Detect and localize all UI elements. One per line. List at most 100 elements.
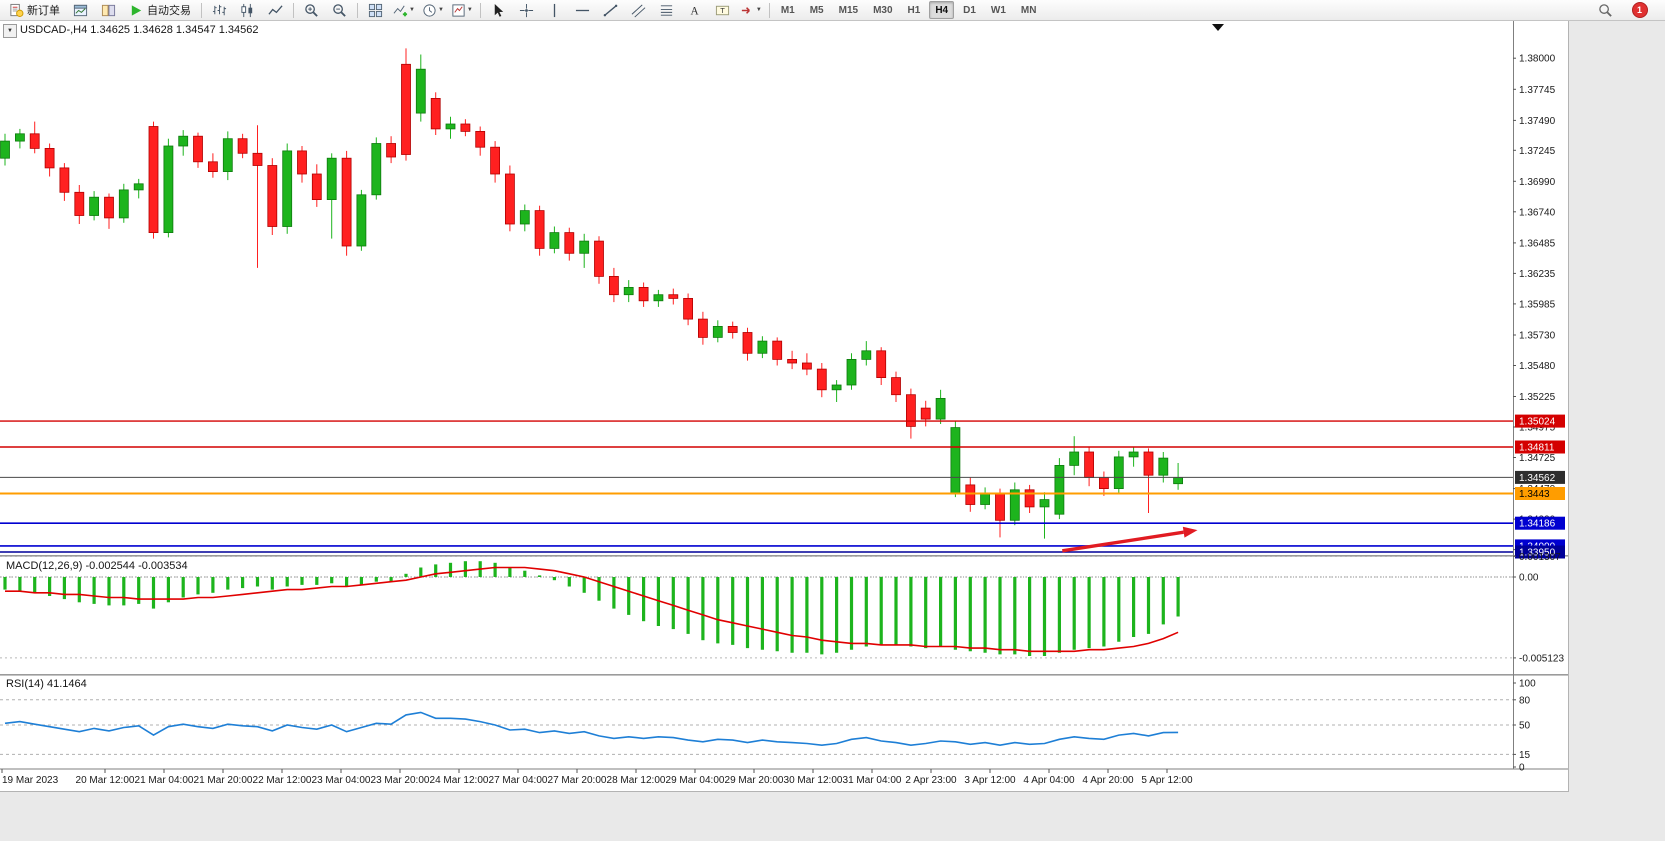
toolbar-separator bbox=[768, 2, 770, 18]
svg-text:1.35985: 1.35985 bbox=[1519, 299, 1556, 310]
indicators-button[interactable]: ▼ bbox=[390, 0, 418, 20]
svg-text:1.37245: 1.37245 bbox=[1519, 146, 1556, 157]
fibonacci-button[interactable] bbox=[653, 0, 680, 20]
panel-dividers[interactable] bbox=[0, 555, 1568, 676]
chevron-down-icon: ▼ bbox=[755, 7, 762, 13]
svg-text:28 Mar 12:00: 28 Mar 12:00 bbox=[607, 775, 666, 786]
line-chart-type-button[interactable] bbox=[262, 0, 289, 20]
svg-text:23 Mar 20:00: 23 Mar 20:00 bbox=[371, 775, 430, 786]
svg-text:T: T bbox=[720, 6, 725, 15]
autotrading-button[interactable]: 自动交易 bbox=[123, 0, 197, 20]
crosshair-button[interactable] bbox=[513, 0, 540, 20]
svg-text:1.34725: 1.34725 bbox=[1519, 453, 1556, 464]
timeframe-h4-button[interactable]: H4 bbox=[929, 1, 955, 19]
svg-text:1.35225: 1.35225 bbox=[1519, 392, 1556, 403]
time-marker-icon bbox=[1212, 24, 1224, 31]
svg-text:3 Apr 12:00: 3 Apr 12:00 bbox=[964, 775, 1016, 786]
toolbar-right-group: 1 bbox=[1592, 0, 1662, 20]
svg-text:1.33950: 1.33950 bbox=[1519, 548, 1556, 559]
chevron-down-icon: ▼ bbox=[409, 7, 415, 13]
svg-text:50: 50 bbox=[1519, 721, 1531, 732]
hlines-layer[interactable] bbox=[0, 420, 1513, 553]
templates-button[interactable]: ▼ bbox=[448, 0, 476, 20]
chevron-down-icon: ▼ bbox=[466, 7, 473, 13]
svg-text:15: 15 bbox=[1519, 750, 1531, 761]
zoom-in-button[interactable] bbox=[298, 0, 325, 20]
rsi-level-lines bbox=[0, 699, 1513, 755]
button-label: 自动交易 bbox=[147, 5, 191, 17]
fibo-icon bbox=[659, 3, 674, 18]
chart-canvas[interactable]: 1.38000 1.37745 1.37490 1.37245 1.36990 1.367… bbox=[0, 21, 1568, 791]
linechart-icon bbox=[268, 3, 283, 18]
svg-text:-0.005123: -0.005123 bbox=[1519, 653, 1564, 664]
new-order-button[interactable]: 新订单 bbox=[3, 0, 66, 20]
svg-text:1.35730: 1.35730 bbox=[1519, 331, 1556, 342]
svg-text:0.001307: 0.001307 bbox=[1519, 552, 1561, 563]
rsi-layer bbox=[4, 711, 1179, 747]
trendline-icon bbox=[603, 3, 618, 18]
chart-background bbox=[0, 21, 1568, 791]
bar-chart-type-button[interactable] bbox=[206, 0, 233, 20]
svg-text:1.36485: 1.36485 bbox=[1519, 238, 1556, 249]
cursor-button[interactable] bbox=[485, 0, 512, 20]
svg-text:29 Mar 20:00: 29 Mar 20:00 bbox=[725, 775, 784, 786]
svg-text:30 Mar 12:00: 30 Mar 12:00 bbox=[784, 775, 843, 786]
periods-button[interactable]: ▼ bbox=[419, 0, 447, 20]
candlestick-chart-type-button[interactable] bbox=[234, 0, 261, 20]
autotrading-icon bbox=[129, 3, 144, 18]
profiles-icon bbox=[101, 3, 116, 18]
svg-text:1.37745: 1.37745 bbox=[1519, 85, 1556, 96]
vline-icon bbox=[547, 3, 562, 18]
svg-text:21 Mar 20:00: 21 Mar 20:00 bbox=[194, 775, 253, 786]
zoom-out-icon bbox=[332, 3, 347, 18]
profiles-button[interactable] bbox=[95, 0, 122, 20]
timeframe-d1-button[interactable]: D1 bbox=[963, 4, 976, 16]
notification-badge[interactable]: 1 bbox=[1626, 0, 1653, 20]
price-axis[interactable]: 1.38000 1.37745 1.37490 1.37245 1.36990 1.367… bbox=[1513, 54, 1565, 774]
time-axis[interactable]: 19 Mar 2023 20 Mar 12:00 21 Mar 04:00 21 Ma… bbox=[1, 769, 1193, 786]
shapes-icon bbox=[740, 3, 755, 18]
timeframe-m5-button[interactable]: M5 bbox=[809, 4, 824, 16]
timeframe-h1-button[interactable]: H1 bbox=[907, 4, 921, 16]
toolbar-left-groups: 新订单 自动交易 ▼ ▼ ▼ A T ▼ M1 M5 M15 M30 H1 H4 D1 W1 MN bbox=[3, 0, 1043, 20]
clock-icon bbox=[422, 3, 437, 18]
zoom-out-button[interactable] bbox=[326, 0, 353, 20]
vertical-line-button[interactable] bbox=[541, 0, 568, 20]
timeframe-m1-button[interactable]: M1 bbox=[780, 4, 795, 16]
svg-text:1.34811: 1.34811 bbox=[1519, 443, 1555, 454]
candles-layer bbox=[0, 48, 1183, 539]
crosshair-icon bbox=[519, 3, 534, 18]
svg-text:1.36740: 1.36740 bbox=[1519, 207, 1556, 218]
equidistant-channel-button[interactable] bbox=[625, 0, 652, 20]
symbol-dropdown-icon[interactable]: ▼ bbox=[3, 24, 17, 38]
trendline-button[interactable] bbox=[597, 0, 624, 20]
tile-windows-button[interactable] bbox=[362, 0, 389, 20]
toolbar-separator bbox=[479, 2, 481, 18]
trend-arrow[interactable] bbox=[1062, 526, 1198, 553]
svg-text:27 Mar 20:00: 27 Mar 20:00 bbox=[548, 775, 607, 786]
indicators-icon bbox=[393, 3, 408, 18]
template-icon bbox=[451, 3, 466, 18]
timeframe-mn-button[interactable]: MN bbox=[1020, 4, 1037, 16]
text-label-button[interactable]: T bbox=[709, 0, 736, 20]
charts-button[interactable] bbox=[67, 0, 94, 20]
svg-text:19 Mar 2023: 19 Mar 2023 bbox=[2, 775, 59, 786]
svg-text:1.35024: 1.35024 bbox=[1519, 417, 1556, 428]
svg-text:A: A bbox=[690, 5, 699, 17]
timeframe-w1-button[interactable]: W1 bbox=[990, 4, 1006, 16]
svg-text:80: 80 bbox=[1519, 695, 1531, 706]
search-button[interactable] bbox=[1592, 0, 1619, 20]
bars-icon bbox=[212, 3, 227, 18]
arrows-button[interactable]: ▼ bbox=[737, 0, 765, 20]
horizontal-line-button[interactable] bbox=[569, 0, 596, 20]
cursor-icon bbox=[491, 3, 506, 18]
timeframe-m15-button[interactable]: M15 bbox=[838, 4, 859, 16]
toolbar-separator bbox=[357, 2, 358, 18]
timeframe-m30-button[interactable]: M30 bbox=[873, 4, 893, 16]
text-button[interactable]: A bbox=[681, 0, 708, 20]
svg-text:22 Mar 12:00: 22 Mar 12:00 bbox=[253, 775, 312, 786]
svg-text:2 Apr 23:00: 2 Apr 23:00 bbox=[905, 775, 957, 786]
svg-text:1.36235: 1.36235 bbox=[1519, 269, 1556, 280]
new-order-icon bbox=[9, 3, 24, 18]
